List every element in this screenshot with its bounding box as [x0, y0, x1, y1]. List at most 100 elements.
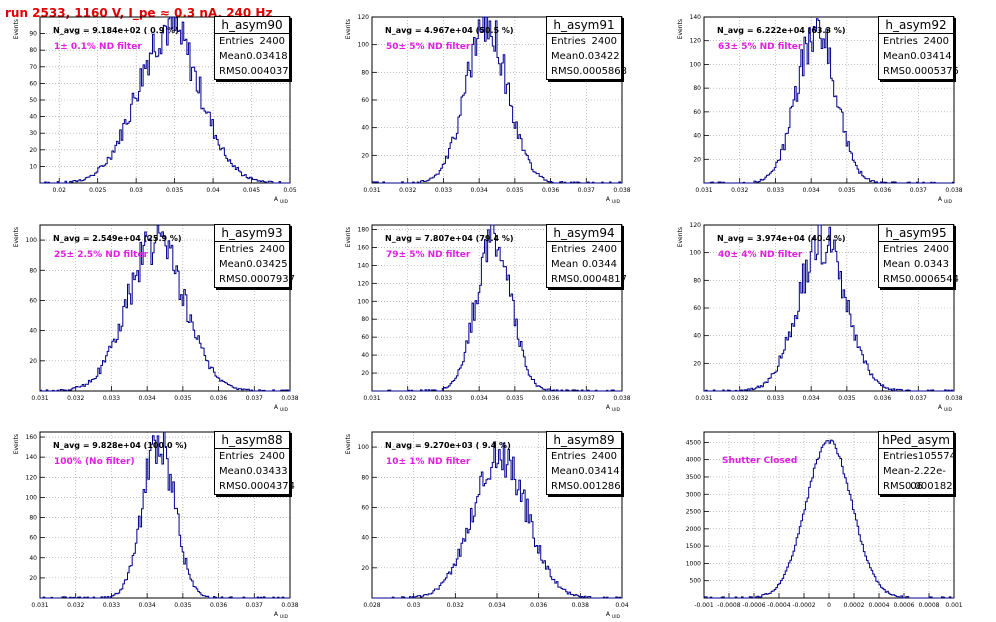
stats-rms-label: RMS [219, 66, 241, 77]
x-tick-label: 0.038 [572, 602, 589, 609]
stats-entries-value: 2400 [923, 36, 949, 47]
y-tick-label: 30 [29, 130, 37, 137]
x-tick-label: -0.001 [694, 602, 714, 609]
stats-rms-label: RMS [883, 66, 905, 77]
filter-label: 79± 5% ND filter [386, 250, 471, 260]
n-avg-label: N_avg = 4.967e+04 (50.5 %) [385, 26, 514, 35]
stats-rms-label: RMS [883, 274, 905, 285]
y-tick-label: 80 [361, 474, 369, 481]
x-tick-label: 0.037 [910, 395, 927, 402]
y-tick-label: 4500 [686, 439, 701, 446]
stats-entries-label: Entries [551, 36, 586, 47]
stats-mean-row: Mean 0.03414 [547, 464, 621, 479]
stats-mean-value: 0.03418 [246, 51, 288, 62]
histogram-plot: 0.031 0.032 0.033 0.034 0.035 0.036 0.037 0.038… [677, 14, 963, 205]
y-tick-label: 1500 [686, 543, 701, 550]
n-avg-label: N_avg = 6.222e+04 (63.3 %) [717, 26, 846, 35]
histogram-panel-h_asym94: 0.031 0.032 0.033 0.034 0.035 0.036 0.037 0.038… [345, 224, 631, 413]
x-tick-label: 0.037 [578, 187, 595, 194]
y-tick-label: 40 [29, 328, 37, 335]
x-tick-label: 0.036 [210, 602, 227, 609]
x-tick-label: 0.032 [731, 395, 748, 402]
stats-mean-label: Mean [883, 466, 911, 477]
x-tick-label: 0.034 [803, 187, 820, 194]
y-tick-label: 4000 [686, 457, 701, 464]
y-axis-title: Events [13, 19, 20, 39]
stats-mean-label: Mean [219, 51, 247, 62]
stats-title: h_asym91 [547, 17, 621, 34]
x-axis-title: A UID [606, 611, 621, 620]
x-tick-label: -0.0004 [767, 602, 790, 609]
y-tick-label: 100 [358, 444, 370, 451]
stats-entries-value: 2400 [259, 36, 285, 47]
y-tick-label: 2000 [686, 526, 701, 533]
y-tick-label: 40 [361, 352, 369, 359]
x-tick-label: 0.031 [31, 602, 48, 609]
stats-rms-row: RMS 0.0004817 [547, 272, 627, 287]
stats-box: h_asym95 Entries 2400 Mean 0.0343 RMS 0.000654… [878, 224, 959, 288]
stats-entries-value: 2400 [259, 451, 285, 462]
y-axis-title: Events [13, 434, 20, 454]
x-tick-label: 0.04 [206, 187, 220, 194]
stats-entries-row: Entries 2400 [547, 242, 621, 257]
stats-entries-label: Entries [551, 244, 586, 255]
y-tick-label: 40 [361, 125, 369, 132]
stats-mean-label: Mean [219, 466, 247, 477]
stats-mean-value: 0.03425 [246, 259, 288, 270]
x-tick-label: 0.038 [281, 395, 298, 402]
histogram-series [40, 16, 290, 184]
histogram-plot: 0.031 0.032 0.033 0.034 0.035 0.036 0.037 0.038… [345, 14, 631, 205]
stats-mean-row: Mean 0.03418 [215, 49, 289, 64]
stats-entries-row: Entries 2400 [547, 449, 621, 464]
stats-mean-row: Mean -2.22e-06 [879, 464, 953, 492]
stats-entries-label: Entries [219, 244, 254, 255]
stats-rms-value: 0.0006544 [904, 274, 960, 285]
stats-entries-label: Entries [883, 36, 918, 47]
y-tick-label: 70 [29, 64, 37, 71]
x-tick-label: 0.028 [363, 602, 380, 609]
y-tick-label: 100 [26, 237, 38, 244]
y-tick-label: 80 [693, 277, 701, 284]
n-avg-label: N_avg = 7.807e+04 (79.4 %) [385, 234, 514, 243]
x-tick-label: 0.036 [210, 395, 227, 402]
filter-label: 63± 5% ND filter [718, 42, 803, 52]
histogram-panel-h_asym88: 0.031 0.032 0.033 0.034 0.035 0.036 0.037 0.038… [13, 431, 299, 620]
x-tick-label: 0.05 [283, 187, 297, 194]
histogram-series [371, 16, 622, 184]
stats-mean-label: Mean [883, 51, 911, 62]
x-tick-label: -0.0006 [742, 602, 765, 609]
y-tick-label: 180 [358, 226, 370, 233]
y-tick-label: 60 [29, 535, 37, 542]
x-tick-label: 0.038 [281, 602, 298, 609]
y-tick-label: 100 [690, 61, 702, 68]
stats-entries-label: Entries [883, 244, 918, 255]
stats-rms-value: 0.0005375 [904, 66, 960, 77]
x-tick-label: 0.025 [89, 187, 106, 194]
y-tick-label: 80 [361, 316, 369, 323]
stats-entries-label: Entries [551, 451, 586, 462]
y-tick-label: 20 [361, 370, 369, 377]
stats-box: h_asym90 Entries 2400 Mean 0.03418 RMS 0.00403… [214, 16, 290, 80]
y-tick-label: 120 [358, 14, 370, 21]
x-tick-label: 0.0008 [919, 602, 940, 609]
y-tick-label: 60 [693, 109, 701, 116]
x-tick-label: 0.035 [174, 602, 191, 609]
y-tick-label: 100 [690, 250, 702, 257]
histogram-panel-h_asym93: 0.031 0.032 0.033 0.034 0.035 0.036 0.037 0.038… [13, 224, 299, 413]
n-avg-label: N_avg = 9.270e+03 ( 9.4 %) [385, 441, 511, 450]
y-tick-label: 20 [361, 152, 369, 159]
stats-mean-row: Mean 0.0343 [879, 257, 953, 272]
histogram-panel-h_asym89: 0.028 0.03 0.032 0.034 0.036 0.038 0.04 20 40 60 8… [345, 431, 629, 620]
x-tick-label: 0.034 [803, 395, 820, 402]
stats-mean-value: 0.0343 [914, 259, 949, 270]
histogram-plot: 0.028 0.03 0.032 0.034 0.036 0.038 0.04 20 40 60 8… [345, 431, 629, 620]
y-tick-label: 80 [29, 515, 37, 522]
histogram-series [704, 224, 954, 392]
y-tick-label: 20 [361, 565, 369, 572]
stats-mean-row: Mean 0.03422 [547, 49, 621, 64]
stats-rms-label: RMS [551, 274, 573, 285]
x-tick-label: 0.031 [695, 395, 712, 402]
x-tick-label: 0.035 [506, 187, 523, 194]
y-tick-label: 120 [26, 474, 38, 481]
stats-mean-row: Mean 0.03425 [215, 257, 289, 272]
